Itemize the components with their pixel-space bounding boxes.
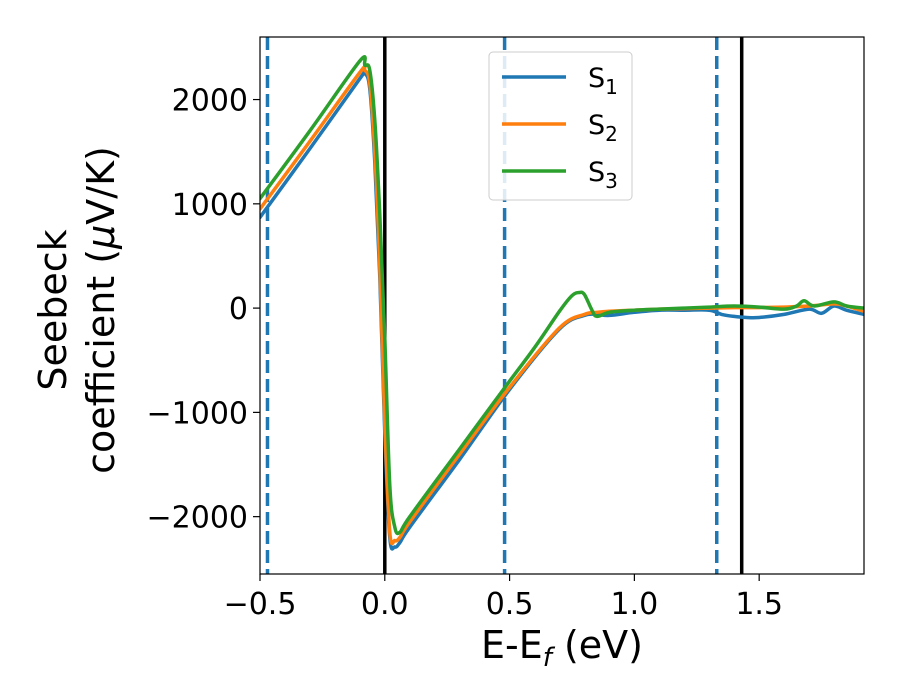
legend-label-s1: S1 <box>588 63 618 99</box>
y-axis-title-line1: Seebeck <box>31 229 75 390</box>
x-tick-label: 1.5 <box>735 587 783 622</box>
y-tick-label: −1000 <box>147 396 248 431</box>
x-tick-label: 0.0 <box>361 587 409 622</box>
y-tick-label: 0 <box>229 292 248 327</box>
x-axis-title: E-Ef (eV) <box>481 623 643 673</box>
series-lines <box>260 55 864 551</box>
y-axis: −2000 −1000 0 1000 2000 <box>147 84 260 536</box>
legend-label-s2: S2 <box>588 110 618 146</box>
legend-box <box>488 51 633 201</box>
y-tick-label: −2000 <box>147 501 248 536</box>
y-tick-label: 1000 <box>172 188 248 223</box>
plot-frame <box>259 36 865 575</box>
x-axis: −0.5 0.0 0.5 1.0 1.5 <box>224 574 783 622</box>
y-tick-label: 2000 <box>172 84 248 119</box>
legend: S1 S2 S3 <box>488 51 633 201</box>
y-axis-title-line2: coefficient (μV/K) <box>79 146 123 474</box>
x-tick-label: 0.5 <box>486 587 534 622</box>
series-line-s3 <box>260 55 864 536</box>
legend-label-s3: S3 <box>588 157 618 193</box>
x-tick-label: 1.0 <box>611 587 659 622</box>
x-tick-label: −0.5 <box>224 587 297 622</box>
